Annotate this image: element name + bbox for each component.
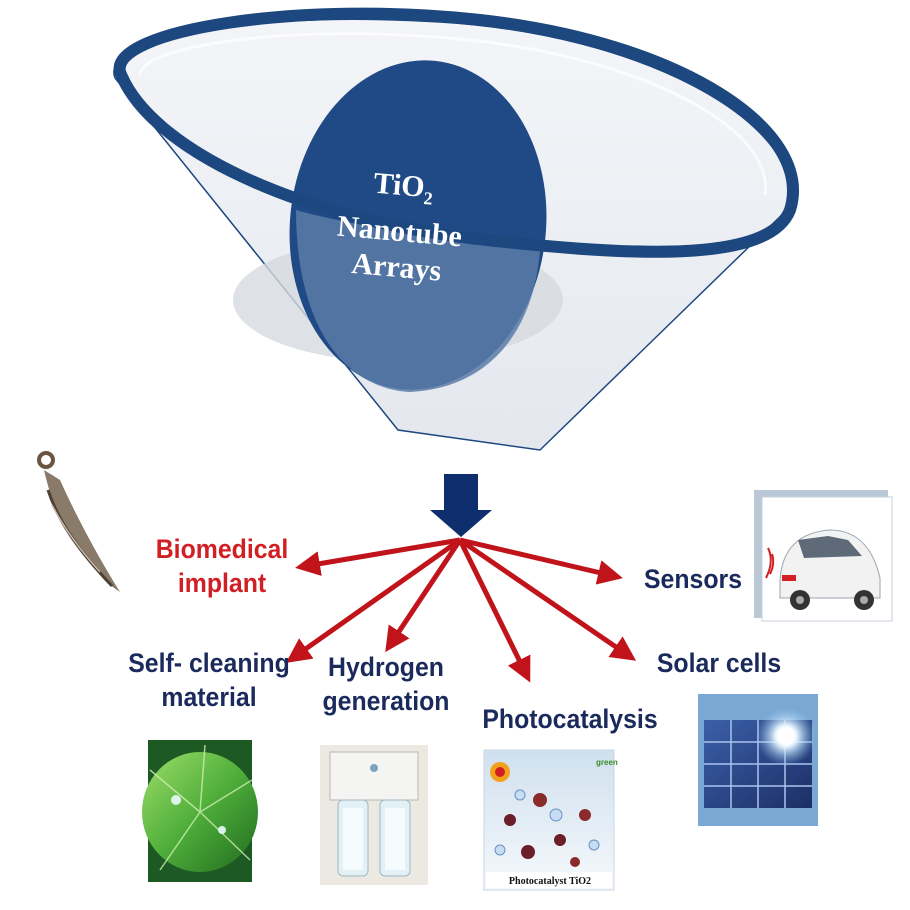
photocatalysis-image [483, 749, 615, 891]
label-self-cleaning-line1: Self- cleaning [128, 648, 290, 678]
lotus-leaf-image [142, 740, 258, 882]
label-solar-line1: Solar cells [656, 648, 782, 678]
label-sensors-line1: Sensors [643, 564, 743, 594]
arrow-self-cleaning [285, 537, 462, 663]
arrow-hydrogen [385, 538, 463, 653]
orbit-ring [113, 7, 799, 258]
solar-panel-image [698, 694, 818, 826]
arrow-biomedical [295, 537, 461, 576]
arrow-sensors [459, 537, 623, 585]
arrow-photocatalysis [457, 538, 531, 683]
photocatalysis-caption: Photocatalyst TiO2 [508, 876, 592, 887]
label-biomedical-implant: Biomedical implant [148, 532, 295, 600]
center-title-line1: TiO [372, 166, 427, 204]
center-title-subscript: 2 [422, 187, 434, 209]
label-biomedical-line1: Biomedical [155, 534, 289, 564]
label-hydrogen-line2: generation [322, 686, 450, 716]
car-sensor-image [754, 490, 893, 622]
photocatalysis-badge: green [596, 758, 618, 767]
water-filter-image [320, 745, 428, 885]
label-photocatalysis-line1: Photocatalysis [482, 704, 658, 734]
implant-image [37, 451, 120, 592]
label-biomedical-line2: implant [177, 568, 267, 598]
arrow-solar [458, 537, 637, 661]
label-self-cleaning-material: Self- cleaning material [114, 646, 304, 714]
label-photocatalysis: Photocatalysis [478, 702, 662, 736]
label-hydrogen-line1: Hydrogen [328, 652, 444, 682]
application-arrows [285, 537, 637, 683]
center-title: TiO2 Nanotube Arrays [295, 160, 505, 295]
label-sensors: Sensors [637, 562, 749, 596]
label-solar-cells: Solar cells [650, 646, 788, 680]
label-self-cleaning-line2: material [161, 682, 257, 712]
down-arrow-icon [430, 474, 492, 537]
label-hydrogen-generation: Hydrogen generation [318, 650, 454, 718]
